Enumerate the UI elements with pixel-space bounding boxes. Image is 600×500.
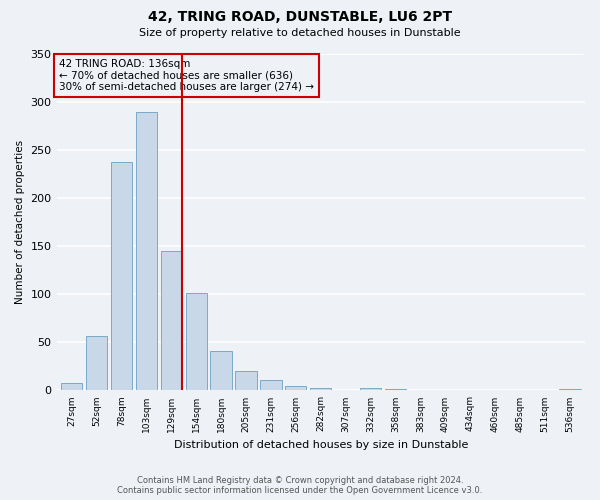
Bar (111, 162, 132, 390)
Bar (185, 294, 207, 390)
Bar (211, 351, 232, 391)
Bar (285, 386, 307, 390)
X-axis label: Distribution of detached houses by size in Dunstable: Distribution of detached houses by size … (173, 440, 468, 450)
Bar (61, 382, 82, 390)
Bar (260, 380, 281, 390)
Text: Size of property relative to detached houses in Dunstable: Size of property relative to detached ho… (139, 28, 461, 38)
Text: Contains HM Land Registry data © Crown copyright and database right 2024.
Contai: Contains HM Land Registry data © Crown c… (118, 476, 482, 495)
Bar (310, 388, 331, 390)
Bar (136, 112, 157, 390)
Bar (360, 388, 381, 390)
Bar (385, 388, 406, 390)
Bar (86, 336, 107, 390)
Y-axis label: Number of detached properties: Number of detached properties (15, 140, 25, 304)
Bar (235, 371, 257, 390)
Bar (161, 251, 182, 390)
Text: 42, TRING ROAD, DUNSTABLE, LU6 2PT: 42, TRING ROAD, DUNSTABLE, LU6 2PT (148, 10, 452, 24)
Bar (559, 388, 581, 390)
Text: 42 TRING ROAD: 136sqm
← 70% of detached houses are smaller (636)
30% of semi-det: 42 TRING ROAD: 136sqm ← 70% of detached … (59, 59, 314, 92)
